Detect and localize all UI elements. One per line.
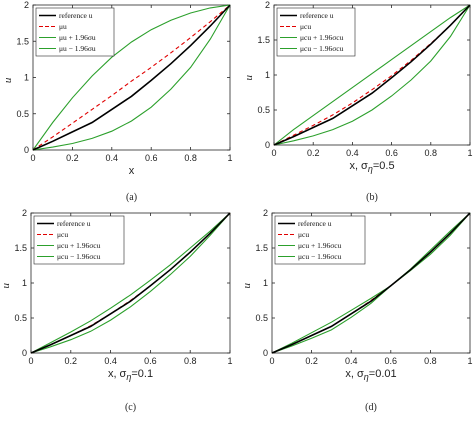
- x-tick-label: 0.4: [346, 148, 359, 158]
- panel-caption: (b): [366, 192, 378, 203]
- legend-entry: reference u: [300, 11, 334, 20]
- x-tick-label: 0.4: [106, 153, 119, 163]
- legend-entry: reference u: [59, 11, 93, 20]
- x-axis-label: x, ση=0.1: [108, 368, 153, 382]
- y-tick-label: 1.5: [257, 35, 270, 45]
- y-tick-label: 0: [263, 348, 268, 358]
- y-tick-label: 1: [22, 278, 27, 288]
- y-tick-label: 0.5: [14, 313, 27, 323]
- legend-entry: μu: [59, 22, 67, 31]
- series-line-3: [30, 212, 231, 354]
- series-line-0: [32, 4, 231, 151]
- series-line-2: [32, 4, 231, 151]
- x-tick-label: 1: [227, 356, 232, 366]
- y-tick-label: 1: [263, 278, 268, 288]
- legend-entry: μcu − 1.96σcu: [57, 252, 101, 261]
- y-axis-label: u: [241, 283, 253, 289]
- series-line-3: [271, 212, 471, 354]
- x-tick-label: 1: [227, 153, 232, 163]
- x-axis-label: x: [129, 165, 135, 177]
- y-tick-label: 2: [263, 208, 268, 218]
- panel-caption: (a): [126, 192, 137, 203]
- x-tick-label: 0.8: [424, 356, 437, 366]
- y-tick-label: 1.5: [14, 243, 27, 253]
- legend-entry: reference u: [57, 219, 91, 228]
- x-tick-label: 0.6: [145, 153, 158, 163]
- legend-entry: μu − 1.96σu: [59, 44, 96, 53]
- y-axis-label: u: [0, 283, 12, 289]
- x-tick-label: 0.2: [65, 356, 78, 366]
- legend-entry: μu + 1.96σu: [59, 33, 96, 42]
- legend-entry: μcu: [57, 230, 68, 239]
- y-tick-label: 0.5: [16, 109, 29, 119]
- legend-entry: μcu: [300, 22, 311, 31]
- legend-entry: μcu + 1.96σcu: [300, 33, 344, 42]
- x-axis-label: x, ση=0.5: [349, 160, 394, 174]
- panel-caption: (c): [125, 402, 136, 413]
- y-tick-label: 2: [24, 0, 29, 10]
- series-line-2: [30, 212, 231, 354]
- y-tick-label: 0.5: [257, 105, 270, 115]
- series-line-0: [30, 212, 231, 354]
- x-tick-label: 0: [28, 356, 33, 366]
- x-tick-label: 0.4: [104, 356, 117, 366]
- y-tick-label: 1: [24, 73, 29, 83]
- series-line-1: [32, 4, 231, 151]
- x-tick-label: 0.4: [345, 356, 358, 366]
- y-tick-label: 0.5: [255, 313, 268, 323]
- panel-caption: (d): [365, 402, 377, 413]
- chart-panel-c: 0 0.2 0.4 0.6 0.8 1 0 0.5 1 1.5 2 u x, ση=0.1 referen…: [0, 208, 233, 413]
- chart-panel-b: 0 0.2 0.4 0.6 0.8 1 0 0.5 1 1.5 2 u x, ση=0.5 referen…: [243, 0, 473, 203]
- y-tick-label: 0: [265, 140, 270, 150]
- series-line-3: [273, 4, 471, 146]
- x-axis-label: x, ση=0.01: [345, 368, 396, 382]
- x-tick-label: 0.6: [144, 356, 157, 366]
- y-tick-label: 2: [265, 0, 270, 10]
- y-tick-label: 1.5: [16, 36, 29, 46]
- x-tick-label: 0.8: [425, 148, 438, 158]
- x-tick-label: 0.2: [305, 356, 318, 366]
- series-line-0: [273, 4, 471, 146]
- chart-panel-a: 0 0.2 0.4 0.6 0.8 1 0 0.5 1 1.5 2 u x reference u μu μu…: [2, 0, 233, 203]
- y-axis-label: u: [2, 77, 14, 83]
- y-axis-label: u: [243, 75, 255, 81]
- y-tick-label: 1.5: [255, 243, 268, 253]
- x-tick-label: 0: [269, 356, 274, 366]
- x-tick-label: 0: [30, 153, 35, 163]
- x-tick-label: 0.8: [184, 356, 197, 366]
- x-tick-label: 0.2: [66, 153, 79, 163]
- legend-entry: μcu − 1.96σcu: [298, 252, 342, 261]
- x-tick-label: 0.8: [184, 153, 197, 163]
- series-line-2: [271, 212, 471, 354]
- x-tick-label: 1: [467, 356, 472, 366]
- series-line-2: [273, 4, 471, 146]
- legend-entry: μcu: [298, 230, 309, 239]
- legend-entry: μcu + 1.96σcu: [298, 241, 342, 250]
- x-tick-label: 0.6: [385, 148, 398, 158]
- legend-entry: μcu − 1.96σcu: [300, 44, 344, 53]
- y-tick-label: 1: [265, 70, 270, 80]
- legend-entry: reference u: [298, 219, 332, 228]
- series-line-0: [271, 212, 471, 354]
- x-tick-label: 0: [271, 148, 276, 158]
- x-tick-label: 0.2: [307, 148, 320, 158]
- legend-entry: μcu + 1.96σcu: [57, 241, 101, 250]
- x-tick-label: 0.6: [385, 356, 398, 366]
- y-tick-label: 0: [22, 348, 27, 358]
- y-tick-label: 0: [24, 145, 29, 155]
- x-tick-label: 1: [467, 148, 472, 158]
- series-line-3: [32, 4, 231, 151]
- chart-panel-d: 0 0.2 0.4 0.6 0.8 1 0 0.5 1 1.5 2 u x, ση=0.01 refere…: [241, 208, 473, 413]
- y-tick-label: 2: [22, 208, 27, 218]
